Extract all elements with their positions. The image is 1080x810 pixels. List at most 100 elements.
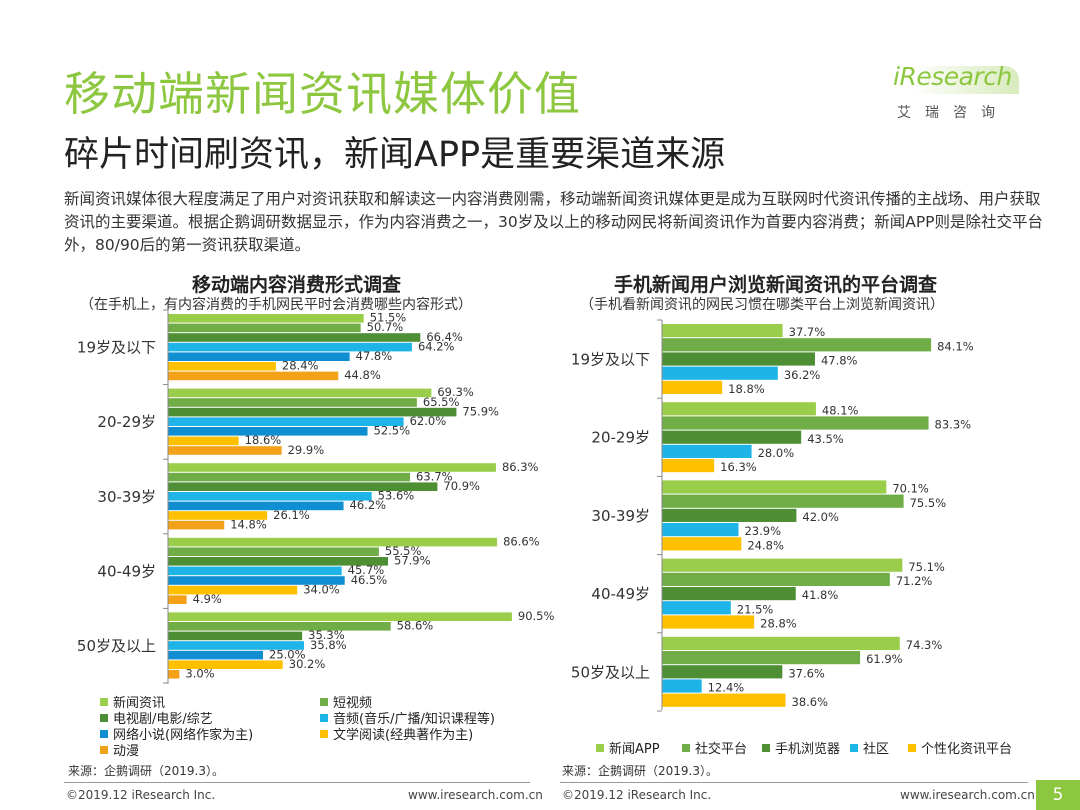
logo-brand: iResearch [893,62,1012,91]
legend-label: 网络小说(网络作家为主) [113,728,254,743]
intro-paragraph: 新闻资讯媒体很大程度满足了用户对资讯获取和解读这一内容消费刚需，移动端新闻资讯媒… [64,190,1044,254]
data-label: 62.0% [410,414,447,428]
legend-swatch [850,743,858,752]
category-label: 19岁及以下 [571,351,650,369]
bar [662,494,904,508]
bar-group: 19岁及以下 51.5%50.7% 66.4%64.2% 47.8% 28.4% 44.8… [77,311,463,383]
bar-group: 20-29岁 48.1% 83.3% 43.5% 28.0%16.3% [591,402,971,474]
data-label: 86.3% [502,460,539,474]
data-label: 46.2% [350,498,387,512]
bar [168,333,421,342]
bar [662,366,778,380]
legend-label: 手机浏览器 [775,742,841,757]
data-label: 24.8% [747,538,784,552]
bar [168,407,457,417]
data-label: 21.5% [737,602,774,616]
category-label: 40-49岁 [97,562,156,580]
legend-item: 短视频 [320,692,372,711]
data-label: 37.6% [788,666,825,680]
data-label: 75.1% [908,560,945,574]
data-label: 41.8% [802,588,839,602]
right-chart-legend: 新闻APP 社交平台 手机浏览器 社区 个性化资讯平台 [596,738,1036,758]
data-label: 83.3% [935,418,972,432]
logo-swoosh-icon [911,66,1019,94]
left-url[interactable]: www.iresearch.com.cn [408,788,543,802]
legend-label: 短视频 [333,696,373,711]
left-copyright: ©2019.12 iResearch Inc. [66,788,216,802]
right-chart-source: 来源：企鹅调研（2019.3）。 [562,764,718,778]
legend-label: 个性化资讯平台 [921,742,1013,757]
right-chart-subtitle: （手机看新闻资讯的网民习惯在哪类平台上浏览新闻资讯） [580,297,944,313]
data-label: 47.8% [821,354,858,368]
data-label: 36.2% [784,368,821,382]
bar [662,352,815,366]
bar [662,587,796,601]
bar [168,371,339,381]
legend-swatch [100,713,108,722]
bar [662,537,742,551]
bar [168,641,305,650]
category-label: 50岁及以上 [571,663,650,681]
bar [662,480,887,494]
bar [662,402,816,416]
bar [168,547,379,556]
legend-swatch [682,743,690,752]
category-label: 20-29岁 [591,429,650,447]
right-chart: 19岁及以下 37.7% 84.1% 47.8%36.2% 18.8% 20-29岁 48.… [571,319,974,712]
bar [168,557,389,566]
bar [662,380,723,394]
data-label: 51.5% [370,311,407,325]
legend-swatch [908,743,916,752]
data-label: 42.0% [802,510,839,524]
data-label: 75.9% [462,404,499,418]
bar [168,612,512,621]
data-label: 43.5% [807,432,844,446]
data-label: 35.8% [310,638,347,652]
bar-group: 20-29岁 69.3%65.5%75.9% 62.0%52.5% 18.6% 29.9… [97,385,499,457]
legend-item: 手机浏览器 [762,738,840,757]
bar [662,651,861,665]
data-label: 55.5% [385,544,422,558]
data-label: 71.2% [896,574,933,588]
data-label: 38.6% [792,695,829,709]
data-label: 70.9% [443,479,480,493]
data-label: 86.6% [503,534,540,548]
bar [662,508,797,522]
bar [662,444,752,458]
legend-swatch [100,729,108,738]
bar [168,323,361,333]
bar [662,430,802,444]
bar [662,636,900,650]
left-chart-subtitle: （在手机上，有内容消费的手机网民平时会消费哪些内容形式） [80,297,472,313]
bar [168,463,496,472]
data-label: 45.7% [348,563,385,577]
bar [168,670,180,679]
category-label: 30-39岁 [97,488,156,506]
legend-label: 新闻资讯 [113,696,166,711]
data-label: 44.8% [344,368,381,382]
legend-swatch [320,697,328,706]
data-label: 66.4% [426,330,463,344]
left-footer-divider [64,782,530,783]
bar [662,665,783,679]
bar-group: 30-39岁 70.1%75.5% 42.0% 23.9%24.8% [591,480,946,552]
data-label: 64.2% [418,339,455,353]
bar-group: 30-39岁 86.3% 63.7%70.9% 53.6%46.2% 26.1% 14.8… [97,460,538,532]
right-url[interactable]: www.iresearch.com.cn [900,788,1035,802]
bar [168,650,263,660]
category-label: 19岁及以下 [77,339,156,357]
data-label: 35.3% [308,628,345,642]
data-label: 25.0% [269,647,306,661]
data-label: 47.8% [356,349,393,363]
bar [168,446,282,455]
bar [168,362,276,371]
bar [662,338,932,352]
bar [168,417,404,426]
bar [168,585,298,595]
legend-item: 个性化资讯平台 [908,738,1012,757]
data-label: 74.3% [906,638,943,652]
data-label: 26.1% [273,508,310,522]
logo-subtitle: 艾瑞咨询 [897,105,1009,121]
bar-group: 40-49岁 75.1%71.2% 41.8% 21.5%28.8% [591,558,945,631]
bar [168,595,187,604]
